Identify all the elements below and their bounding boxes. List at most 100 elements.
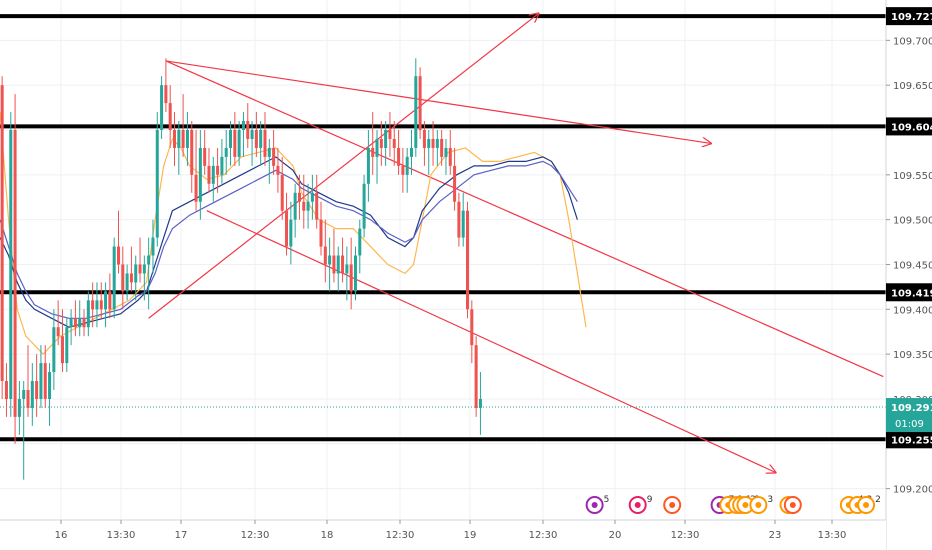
candle-body [65, 327, 69, 364]
candle-body [397, 147, 401, 166]
candle-body [60, 336, 64, 364]
candle-body [185, 130, 189, 148]
candle-body [349, 264, 353, 292]
candle-body [216, 165, 220, 175]
candle-body [35, 381, 39, 399]
candle-body [379, 138, 383, 148]
candle-body [177, 130, 181, 148]
candle-body [203, 147, 207, 166]
candle-body [293, 192, 297, 220]
candle-body [160, 85, 164, 130]
candle-body [48, 372, 52, 399]
candle-body [43, 363, 47, 399]
time-axis-background [0, 520, 886, 550]
candle-body [388, 130, 392, 139]
price-tick-label: 109.450 [893, 260, 932, 271]
candle-body [366, 147, 370, 184]
event-markers[interactable]: 59711223432 [585, 495, 881, 514]
time-tick-label: 13:30 [818, 530, 847, 541]
candle-body [86, 300, 90, 328]
candle-body [82, 318, 86, 328]
countdown-label: 01:09 [895, 419, 924, 430]
candle-body [422, 130, 426, 148]
candle-body [332, 255, 336, 274]
candle-body [224, 147, 228, 157]
candle-body [465, 210, 470, 310]
current-price-tag[interactable] [886, 398, 932, 433]
time-tick-label: 16 [55, 530, 68, 541]
candle-body [440, 138, 444, 157]
price-tick-label: 109.350 [893, 350, 932, 361]
price-tick-label: 109.550 [893, 171, 932, 182]
candle-body [168, 103, 172, 130]
candle-body [358, 228, 362, 256]
candle-body [323, 246, 327, 265]
trendline[interactable] [148, 13, 539, 319]
candle-body [362, 183, 366, 229]
candle-body [121, 264, 125, 292]
candle-body [453, 165, 457, 202]
candle-body [336, 255, 340, 274]
candle-body [409, 147, 414, 157]
candle-body [125, 273, 129, 292]
candle-body [285, 210, 289, 247]
candle-body [302, 201, 306, 211]
trendline[interactable] [165, 60, 884, 378]
candle-body [272, 147, 276, 166]
candle-body [198, 147, 202, 202]
candle-body [315, 192, 319, 220]
candle-body [310, 192, 314, 202]
candle-body [22, 390, 26, 399]
candle-body [431, 138, 435, 148]
level-label-box[interactable] [886, 430, 932, 449]
event-marker-dot [669, 502, 676, 508]
candles [0, 58, 482, 480]
level-label-box[interactable] [886, 7, 932, 26]
candle-body [254, 130, 258, 148]
candle-body [108, 291, 112, 310]
event-marker-dot [742, 502, 749, 508]
candle-body [164, 85, 168, 104]
candle-body [151, 237, 155, 256]
trendlines[interactable] [148, 13, 884, 473]
level-label-text: 109.604 [891, 122, 932, 133]
candle-body [220, 156, 224, 175]
event-marker-count: 3 [767, 495, 773, 505]
candle-body [129, 273, 133, 283]
time-tick-label: 12:30 [671, 530, 700, 541]
candle-body [78, 318, 82, 328]
time-tick-label: 12:30 [529, 530, 558, 541]
candle-body [91, 300, 95, 310]
candle-body [478, 398, 482, 408]
time-tick-label: 23 [769, 530, 782, 541]
candle-body [17, 398, 21, 417]
level-label-box[interactable] [886, 117, 932, 136]
trendline[interactable] [165, 60, 711, 143]
candle-body [461, 210, 465, 238]
horizontal-levels[interactable] [0, 14, 886, 442]
candle-body [267, 147, 271, 157]
candle-body [69, 318, 73, 328]
candle-body [4, 381, 8, 399]
candle-body [104, 291, 108, 310]
candle-body [414, 76, 418, 148]
candle-body [457, 201, 461, 238]
candle-body [276, 165, 280, 175]
candle-body [26, 390, 30, 408]
level-label-box[interactable] [886, 283, 932, 302]
candle-body [427, 138, 431, 148]
candle-body [384, 130, 388, 148]
time-axis[interactable]: 16 13:30 17 12:30 18 12:30 19 12:30 20 12:30 23 13:… [0, 519, 886, 550]
price-axis[interactable]: 109.700109.650109.600109.550109.500109.4… [885, 0, 932, 550]
candle-body [95, 300, 99, 310]
candle-body [250, 130, 254, 139]
price-axis-background [886, 0, 932, 550]
event-marker-count: 5 [604, 495, 610, 505]
time-tick-label: 17 [175, 530, 188, 541]
candle-body [9, 130, 13, 399]
price-tick-label: 109.200 [893, 485, 932, 496]
candle-body [13, 130, 17, 417]
trendline[interactable] [206, 210, 776, 473]
candle-body [116, 246, 121, 265]
